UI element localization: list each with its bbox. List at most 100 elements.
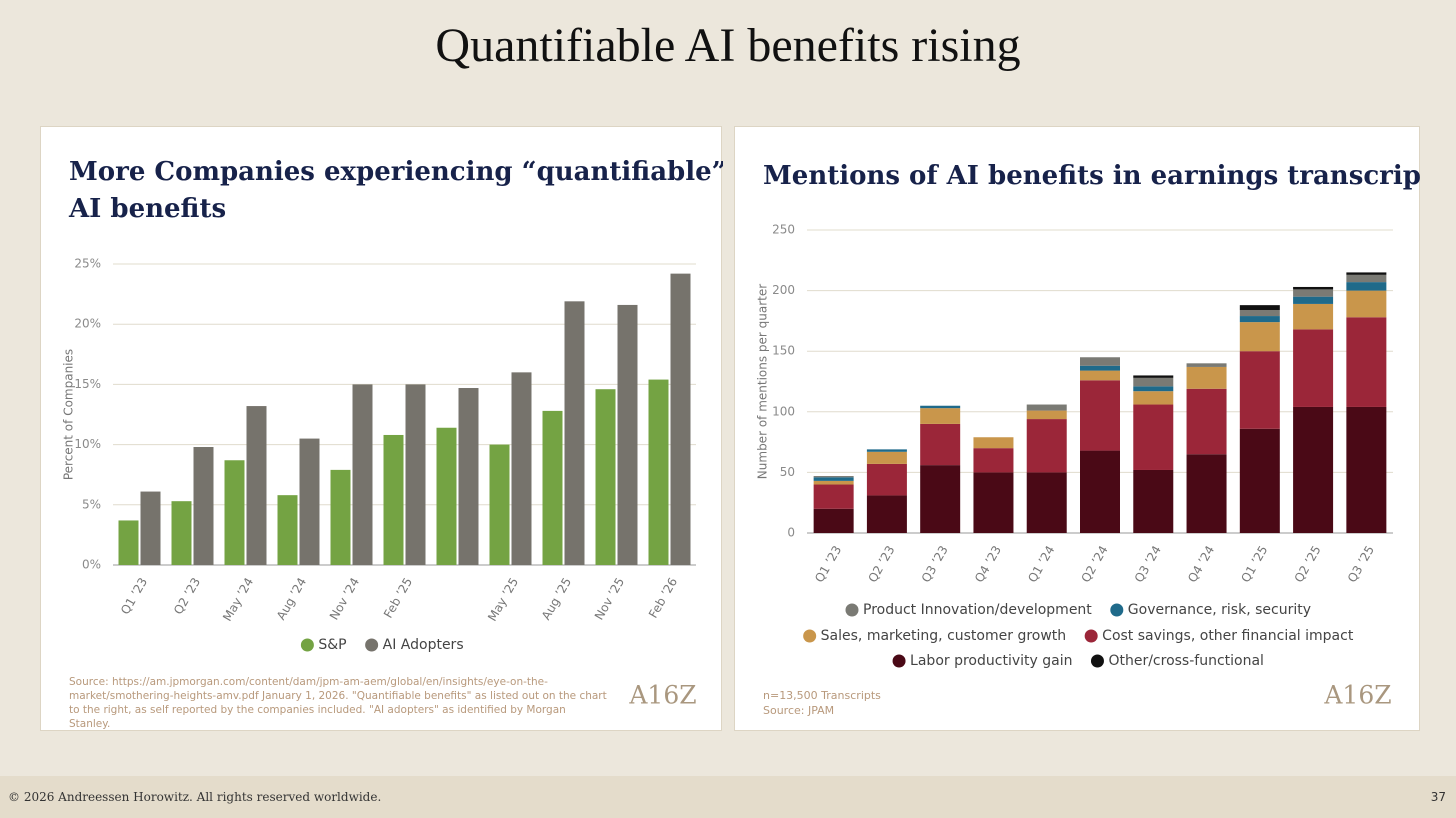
bar-segment	[813, 477, 854, 481]
x-tick-label: Q4 ’23	[972, 543, 1004, 585]
legend-marker	[803, 629, 817, 643]
x-tick-label: Feb ’25	[381, 575, 415, 620]
bar	[193, 447, 214, 565]
footer-band	[0, 776, 1456, 818]
bar-segment	[1293, 406, 1334, 533]
bar-segment	[1186, 363, 1227, 367]
legend-marker	[1110, 603, 1124, 617]
bar-segment	[1026, 419, 1067, 473]
bar-segment	[1026, 472, 1067, 533]
y-tick-label: 5%	[82, 497, 101, 511]
bar-segment	[1186, 454, 1227, 533]
bar	[436, 427, 457, 565]
x-tick-label: Q1 ’23	[812, 543, 844, 585]
bar-segment	[1133, 377, 1174, 387]
bar-segment	[1133, 469, 1174, 533]
chart-title: AI benefits	[68, 194, 226, 224]
legend-marker	[892, 654, 906, 668]
bar	[330, 469, 351, 565]
x-tick-label: Nov ’25	[592, 575, 627, 622]
bar	[246, 406, 267, 565]
bar	[299, 438, 320, 565]
bar-segment	[866, 495, 907, 533]
bar-segment	[1346, 406, 1387, 533]
x-tick-label: Q3 ’23	[919, 543, 951, 585]
x-tick-label: Q2 ’23	[865, 543, 897, 585]
bar	[489, 444, 510, 565]
bar-segment	[920, 465, 961, 533]
slide-title: Quantifiable AI benefits rising	[435, 19, 1021, 72]
bar-segment	[1346, 317, 1387, 407]
bar	[171, 501, 192, 565]
bar-segment	[1239, 428, 1280, 533]
bar-segment	[1239, 351, 1280, 429]
x-tick-label: May ’25	[485, 575, 521, 623]
x-tick-label: Q2 ’24	[1079, 543, 1111, 585]
x-tick-label: Q3 ’24	[1132, 543, 1164, 585]
bar	[383, 434, 404, 565]
y-tick-label: 25%	[74, 257, 101, 271]
legend-label: Sales, marketing, customer growth	[821, 628, 1067, 644]
bar	[118, 520, 139, 565]
note: n=13,500 Transcripts	[763, 689, 881, 702]
bar-segment	[973, 448, 1014, 473]
bar-segment	[866, 449, 907, 452]
bar-segment	[920, 405, 961, 409]
bar-segment	[1133, 391, 1174, 405]
bar-segment	[1026, 404, 1067, 411]
bar-segment	[866, 451, 907, 464]
bar-segment	[813, 476, 854, 478]
bar	[542, 410, 563, 565]
bar-segment	[1026, 410, 1067, 420]
x-tick-label: Nov ’24	[327, 575, 362, 622]
y-tick-label: 250	[772, 223, 795, 237]
y-axis-label: Percent of Companies	[62, 349, 76, 480]
footer: © 2026 Andreessen Horowitz. All rights r…	[8, 790, 382, 804]
y-tick-label: 200	[772, 283, 795, 297]
bar-segment	[920, 408, 961, 424]
bar-segment	[1346, 282, 1387, 291]
x-tick-label: Aug ’24	[274, 575, 309, 622]
bar-segment	[1080, 365, 1120, 371]
bar-segment	[1239, 322, 1280, 352]
x-tick-label: Q1 ’23	[118, 575, 150, 617]
bar	[352, 384, 373, 565]
legend-marker	[1090, 654, 1104, 668]
chart-title: Mentions of AI benefits in earnings tran…	[763, 161, 1421, 191]
bar-segment	[1133, 386, 1174, 392]
right-panel: Mentions of AI benefits in earnings tran…	[734, 126, 1421, 731]
y-tick-label: 0	[787, 526, 795, 540]
y-tick-label: 100	[772, 404, 795, 418]
bar-segment	[1346, 290, 1387, 318]
legend-row: S&P AI Adopters	[300, 637, 464, 653]
x-tick-label: Q2 ’25	[1292, 543, 1324, 585]
bar-segment	[920, 423, 961, 466]
bar	[564, 301, 585, 565]
logo: A16Z	[628, 681, 696, 710]
bar-segment	[1293, 329, 1334, 407]
x-tick-label: Q4 ’24	[1185, 543, 1217, 585]
bar-segment	[1133, 375, 1174, 378]
y-tick-label: 15%	[74, 377, 101, 391]
bar-segment	[1133, 404, 1174, 470]
bar	[595, 389, 616, 565]
legend-row: Product Innovation/development Governance…	[845, 602, 1311, 618]
note: Source: JPAM	[763, 704, 834, 717]
legend-label: Labor productivity gain	[910, 653, 1072, 669]
legend-marker	[365, 638, 379, 652]
bar-segment	[973, 472, 1014, 533]
bar-segment	[1080, 450, 1120, 533]
bar-segment	[1080, 357, 1120, 366]
bar	[277, 495, 298, 565]
y-tick-label: 20%	[74, 317, 101, 331]
y-tick-label: 50	[780, 465, 795, 479]
legend-label: Cost savings, other financial impact	[1102, 628, 1354, 644]
legend-label: S&P	[318, 637, 346, 653]
bar	[648, 379, 669, 565]
bar-segment	[1186, 366, 1227, 389]
legend-label: AI Adopters	[383, 637, 464, 653]
page-number: 37	[1430, 790, 1446, 804]
logo: A16Z	[1323, 681, 1391, 710]
x-tick-label: Aug ’25	[539, 575, 574, 622]
